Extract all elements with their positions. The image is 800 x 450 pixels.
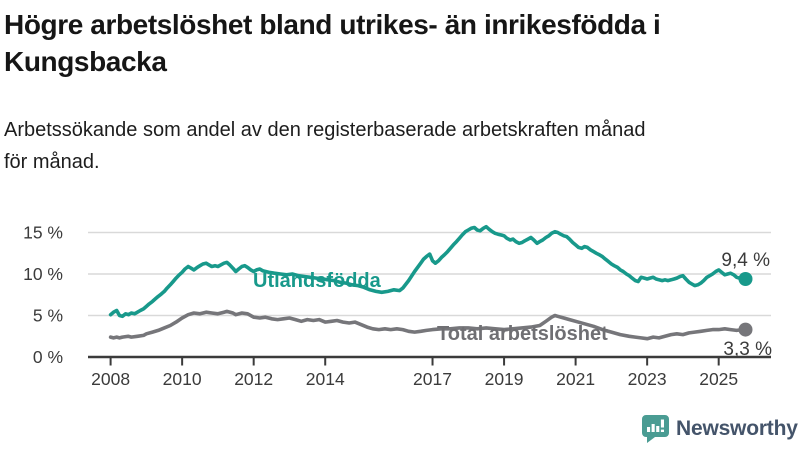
title-line-1: Högre arbetslöshet bland utrikes- än inr… bbox=[4, 9, 661, 40]
x-axis-tick-label: 2014 bbox=[306, 369, 345, 389]
x-axis-tick-label: 2021 bbox=[556, 369, 595, 389]
end-value-label-total: 3,3 % bbox=[723, 339, 772, 360]
page-title: Högre arbetslöshet bland utrikes- än inr… bbox=[4, 6, 796, 80]
chart-subtitle: Arbetssökande som andel av den registerb… bbox=[4, 114, 796, 178]
series-line bbox=[108, 309, 748, 341]
newsworthy-wordmark: Newsworthy bbox=[676, 417, 798, 440]
subtitle-line-1: Arbetssökande som andel av den registerb… bbox=[4, 119, 646, 141]
series-end-dot bbox=[738, 272, 753, 286]
x-axis-tick-label: 2017 bbox=[413, 369, 452, 389]
title-line-2: Kungsbacka bbox=[4, 46, 167, 77]
y-axis-tick-label: 15 % bbox=[23, 223, 63, 243]
x-axis-tick-label: 2023 bbox=[628, 369, 667, 389]
subtitle-line-2: för månad. bbox=[4, 151, 100, 173]
x-axis-tick-label: 2010 bbox=[163, 369, 202, 389]
series-line bbox=[108, 224, 748, 319]
end-value-label-utlandsfodda: 9,4 % bbox=[721, 250, 770, 271]
plot-area: 0 % 5 % 10 % 15 % 2008 2010 2012 2014 2017 2019 20… bbox=[23, 223, 771, 389]
newsworthy-logo[interactable]: Newsworthy bbox=[642, 413, 798, 445]
series-end-dot bbox=[738, 322, 753, 337]
series-label-total-arbetsloshet: Total arbetslöshet bbox=[437, 323, 608, 345]
x-axis-tick-label: 2025 bbox=[699, 369, 738, 389]
series-label-utlandsfodda: Utlandsfödda bbox=[253, 270, 382, 292]
x-axis-tick-label: 2012 bbox=[234, 369, 273, 389]
x-axis-tick-label: 2019 bbox=[485, 369, 524, 389]
y-axis-tick-label: 0 % bbox=[33, 347, 63, 367]
y-axis-tick-label: 5 % bbox=[33, 306, 63, 326]
y-axis-tick-label: 10 % bbox=[23, 264, 63, 284]
newsworthy-speech-bubble-chart-icon bbox=[642, 415, 669, 443]
x-axis-tick-label: 2008 bbox=[91, 369, 130, 389]
